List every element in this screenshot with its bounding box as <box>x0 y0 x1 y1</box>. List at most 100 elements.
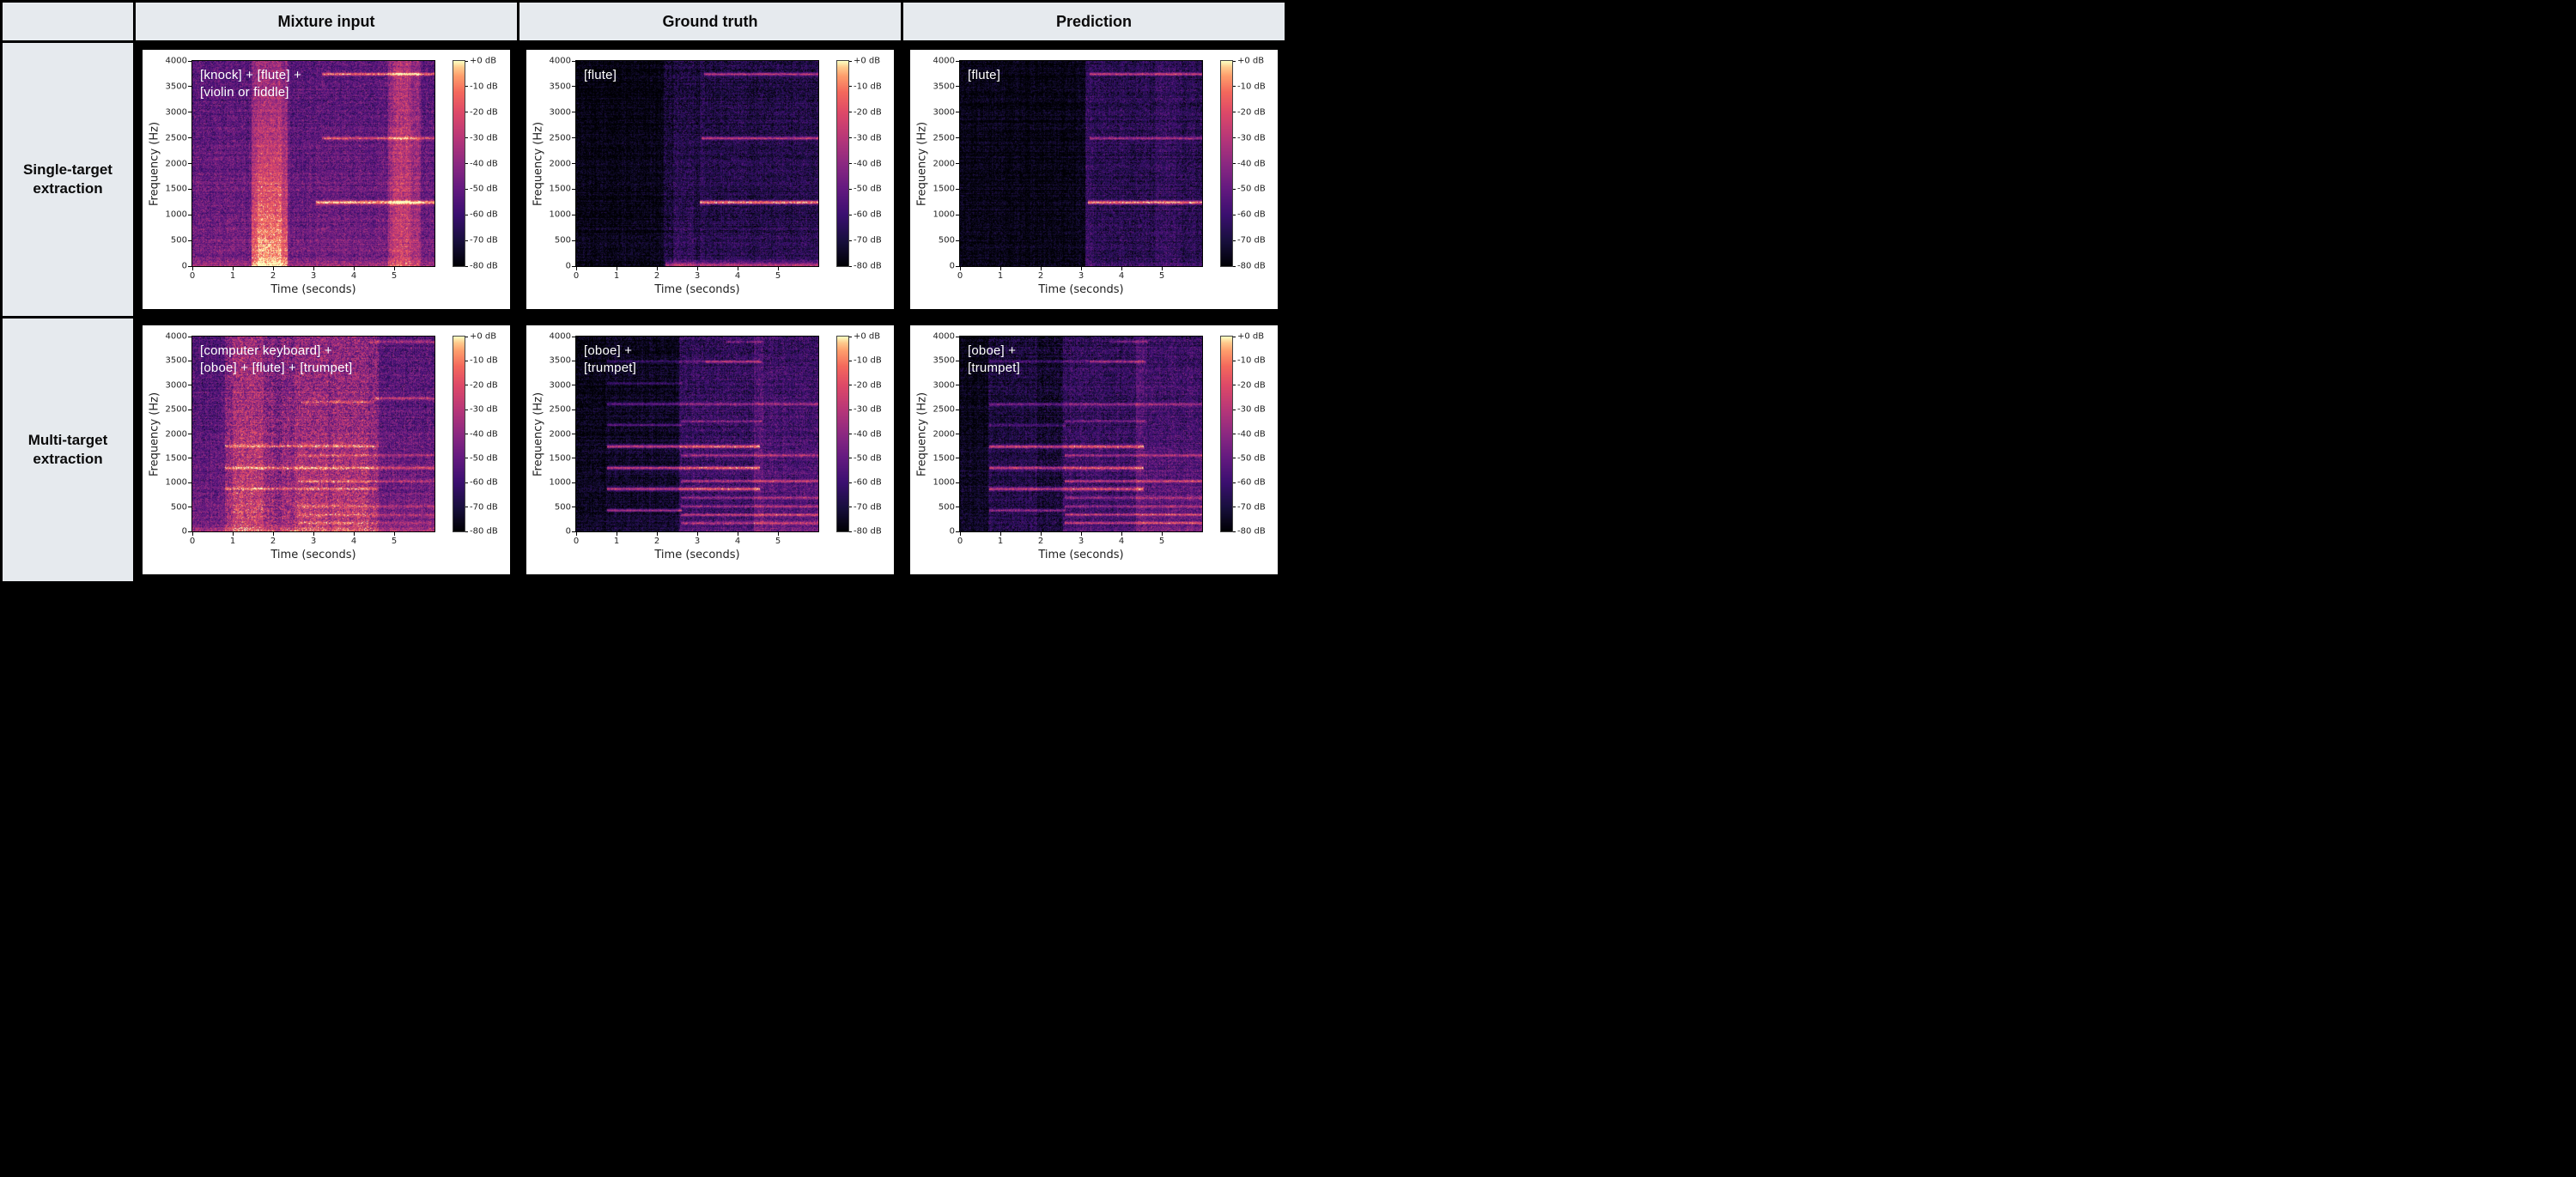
y-tick-label: 3000 <box>933 380 955 391</box>
colorbar-tick-label: -50 dB <box>1237 184 1266 194</box>
y-tick-label: 1000 <box>933 209 955 220</box>
spectrogram-canvas <box>959 336 1203 532</box>
x-tick-label: 3 <box>1078 271 1084 281</box>
x-tick-label: 3 <box>310 537 317 546</box>
y-tick-label: 500 <box>938 235 955 246</box>
column-header-ground-truth: Ground truth <box>519 3 901 40</box>
colorbar-tick-label: -20 dB <box>1237 107 1266 118</box>
y-tick-mark <box>188 137 191 139</box>
x-tick-mark <box>191 532 193 536</box>
cell-multi-target-ground-truth: [oboe] + [trumpet] 0 500 1000 1500 2000 2500 30… <box>519 319 901 581</box>
y-tick-mark <box>188 531 191 532</box>
column-header-label: Ground truth <box>662 12 758 30</box>
colorbar-tick-mark <box>465 86 468 88</box>
colorbar-tick-mark <box>849 137 852 139</box>
y-tick-mark <box>956 531 959 532</box>
colorbar <box>1220 60 1233 267</box>
x-tick-mark <box>313 267 314 270</box>
x-tick-label: 0 <box>573 271 580 281</box>
colorbar-tick-label: -10 dB <box>1237 355 1266 366</box>
y-tick-mark <box>572 137 575 139</box>
y-tick-label: 500 <box>170 502 187 513</box>
colorbar-tick-mark <box>465 137 468 139</box>
spectrogram-canvas <box>575 336 819 532</box>
x-tick-label: 5 <box>1158 537 1165 546</box>
colorbar-tick-label: -30 dB <box>470 133 498 143</box>
spectrogram-canvas <box>959 60 1203 267</box>
x-tick-label: 2 <box>1037 271 1044 281</box>
colorbar-tick-label: -80 dB <box>470 526 498 537</box>
x-tick-label: 1 <box>997 537 1004 546</box>
colorbar-tick-label: -80 dB <box>1237 261 1266 271</box>
x-tick-label: 5 <box>775 537 781 546</box>
x-tick-label: 0 <box>189 271 196 281</box>
x-tick-mark <box>999 267 1001 270</box>
y-tick-label: 0 <box>565 261 571 271</box>
y-tick-mark <box>188 60 191 62</box>
x-tick-mark <box>1161 532 1163 536</box>
spectrogram-canvas <box>575 60 819 267</box>
column-header-label: Prediction <box>1055 12 1132 30</box>
colorbar-tick-label: -70 dB <box>470 235 498 246</box>
x-tick-mark <box>353 532 355 536</box>
x-tick-mark <box>393 267 395 270</box>
x-tick-label: 0 <box>189 537 196 546</box>
y-tick-label: 2000 <box>165 429 187 439</box>
corner-cell <box>3 3 133 40</box>
colorbar-tick-mark <box>1233 60 1236 62</box>
y-axis-label: Frequency (Hz) <box>915 391 929 476</box>
cell-multi-target-mixture: [computer keyboard] + [oboe] + [flute] +… <box>136 319 517 581</box>
x-axis-label: Time (seconds) <box>1038 549 1124 561</box>
x-tick-mark <box>696 267 698 270</box>
y-axis-label: Frequency (Hz) <box>915 121 929 206</box>
column-header-mixture-input: Mixture input <box>136 3 517 40</box>
y-tick-mark <box>188 86 191 88</box>
x-axis-label: Time (seconds) <box>1038 283 1124 296</box>
spectrogram-figure: [flute] 0 500 1000 1500 2000 2500 3000 3500 4000 0… <box>526 50 894 309</box>
colorbar-tick-mark <box>1233 265 1236 267</box>
x-tick-label: 1 <box>229 537 236 546</box>
spectrogram-canvas <box>191 336 435 532</box>
colorbar-tick-mark <box>465 240 468 241</box>
plot-annotation: [flute] <box>584 68 617 82</box>
colorbar-tick-label: -60 dB <box>1237 209 1266 220</box>
y-tick-label: 4000 <box>549 56 571 66</box>
x-tick-mark <box>272 267 274 270</box>
y-tick-mark <box>956 60 959 62</box>
x-tick-mark <box>232 532 234 536</box>
y-tick-label: 2500 <box>165 404 187 415</box>
colorbar-tick-mark <box>465 60 468 62</box>
spectrogram-canvas <box>191 60 435 267</box>
x-tick-label: 5 <box>775 271 781 281</box>
x-tick-mark <box>1040 532 1042 536</box>
spectrogram-figure: [flute] 0 500 1000 1500 2000 2500 3000 3500 4000 0… <box>910 50 1278 309</box>
y-tick-mark <box>956 240 959 241</box>
x-tick-label: 5 <box>391 537 398 546</box>
colorbar-tick-label: -20 dB <box>470 107 498 118</box>
colorbar-tick-label: +0 dB <box>470 331 497 342</box>
y-tick-label: 2500 <box>933 404 955 415</box>
colorbar <box>836 60 849 267</box>
row-header-label: Single-target extraction <box>23 161 112 197</box>
x-tick-mark <box>575 267 577 270</box>
colorbar-tick-label: -80 dB <box>470 261 498 271</box>
y-tick-label: 1500 <box>165 453 187 464</box>
colorbar-tick-mark <box>465 531 468 532</box>
colorbar-tick-mark <box>1233 240 1236 241</box>
colorbar-tick-mark <box>849 482 852 483</box>
colorbar-tick-label: -40 dB <box>1237 159 1266 168</box>
colorbar-tick-label: -30 dB <box>1237 133 1266 143</box>
y-tick-label: 3500 <box>933 355 955 366</box>
y-tick-mark <box>188 163 191 164</box>
y-tick-label: 500 <box>554 235 571 246</box>
y-axis-label: Frequency (Hz) <box>532 121 545 206</box>
y-tick-label: 3000 <box>165 380 187 391</box>
colorbar-tick-label: -70 dB <box>470 502 498 513</box>
x-tick-mark <box>313 532 314 536</box>
plot-annotation: [flute] <box>968 68 1001 82</box>
x-axis-label: Time (seconds) <box>270 549 356 561</box>
x-tick-label: 0 <box>957 537 963 546</box>
y-tick-label: 500 <box>554 502 571 513</box>
y-tick-label: 4000 <box>549 331 571 342</box>
colorbar-tick-mark <box>1233 188 1236 190</box>
